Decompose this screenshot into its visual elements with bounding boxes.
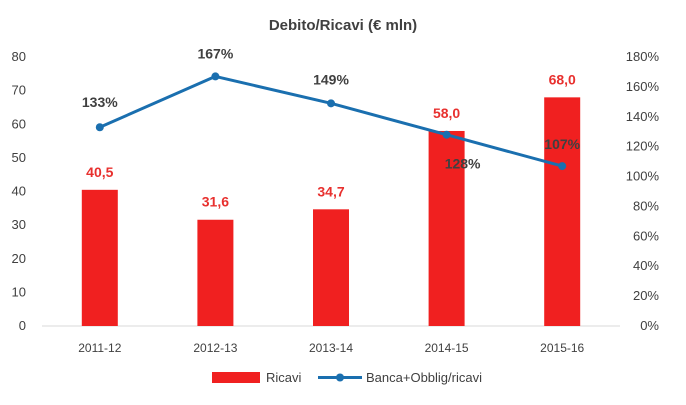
y-left-tick-label: 70	[12, 83, 26, 98]
bar-ricavi	[313, 209, 349, 326]
line-series	[95, 72, 567, 171]
bar-value-label: 40,5	[86, 164, 113, 180]
bar-ricavi	[544, 97, 581, 326]
y-right-tick-label: 180%	[626, 49, 660, 64]
bar-value-label: 31,6	[202, 194, 229, 210]
bar-ricavi	[197, 219, 234, 326]
line-point	[442, 130, 451, 139]
line-value-label: 149%	[313, 71, 349, 87]
legend-label-ricavi: Ricavi	[266, 370, 302, 385]
x-tick-label: 2013-14	[309, 341, 353, 355]
y-left-tick-label: 60	[12, 116, 26, 131]
bar-ricavi	[428, 130, 465, 326]
x-tick-label: 2014-15	[425, 341, 469, 355]
x-tick-label: 2015-16	[540, 341, 584, 355]
line-value-label: 128%	[445, 156, 481, 172]
y-left-tick-label: 50	[12, 150, 26, 165]
legend-label-line: Banca+Obblig/ricavi	[366, 370, 482, 385]
line-value-label: 167%	[197, 45, 233, 61]
y-right-tick-label: 20%	[633, 288, 659, 303]
legend-swatch-ricavi	[212, 372, 260, 383]
y-right-tick-label: 140%	[626, 109, 660, 124]
data-labels: 40,5 31,6 34,7 58,0 68,0 133% 167% 149% 128% 107%	[82, 45, 581, 209]
y-right-tick-label: 80%	[633, 198, 659, 213]
y-right-tick-label: 40%	[633, 258, 659, 273]
line-point	[211, 72, 220, 81]
y-left-tick-label: 0	[19, 318, 26, 333]
x-tick-label: 2011-12	[78, 341, 121, 355]
y-left-tick-label: 30	[12, 217, 26, 232]
y-right-tick-label: 160%	[626, 79, 660, 94]
line-point	[327, 99, 335, 108]
y-right-tick-label: 120%	[626, 139, 660, 154]
y-left-tick-label: 20	[12, 251, 26, 266]
line-value-label: 133%	[82, 94, 118, 110]
y-left-tick-label: 10	[12, 284, 26, 299]
line-point	[558, 162, 567, 171]
bar-series	[81, 97, 581, 326]
line-point	[95, 123, 104, 132]
line-value-label: 107%	[544, 136, 580, 152]
y-right-tick-label: 100%	[626, 169, 660, 184]
y-left-tick-label: 80	[12, 49, 26, 64]
axes: 0 10 20 30 40 50 60 70 80 0% 20% 40% 60% 80% 100% 120% 1…	[12, 49, 660, 355]
line-banca-obblig-ricavi	[99, 74, 563, 168]
y-left-tick-label: 40	[12, 184, 26, 199]
bar-value-label: 34,7	[317, 183, 344, 199]
bar-ricavi	[81, 189, 118, 326]
y-right-tick-label: 60%	[633, 228, 659, 243]
y-right-tick-label: 0%	[640, 318, 659, 333]
x-tick-label: 2012-13	[193, 341, 237, 355]
chart-title: Debito/Ricavi (€ mln)	[269, 17, 417, 34]
bar-value-label: 58,0	[433, 105, 460, 121]
legend-swatch-marker	[336, 373, 344, 382]
legend: Ricavi Banca+Obblig/ricavi	[212, 370, 482, 385]
bar-value-label: 68,0	[549, 71, 576, 87]
